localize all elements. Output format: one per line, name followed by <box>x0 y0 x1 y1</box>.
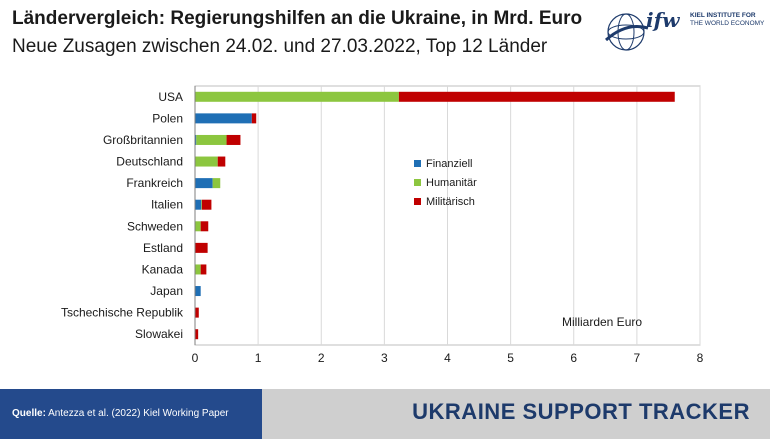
bar-segment <box>195 178 213 189</box>
category-label: Tschechische Republik <box>61 306 184 320</box>
category-label: Frankreich <box>126 176 183 190</box>
x-tick-label: 5 <box>507 351 514 365</box>
bar-segment <box>200 264 207 275</box>
bar-segment <box>195 91 399 102</box>
chart-subtitle: Neue Zusagen zwischen 24.02. und 27.03.2… <box>12 36 548 57</box>
footer-bar: Quelle: Antezza et al. (2022) Kiel Worki… <box>0 389 770 439</box>
bar-segment <box>217 156 226 167</box>
x-tick-label: 1 <box>255 351 262 365</box>
bar-segment <box>251 113 257 124</box>
legend-label: Militärisch <box>426 196 475 208</box>
category-label: Deutschland <box>116 155 183 169</box>
legend-label: Humanitär <box>426 177 477 189</box>
bar-segment <box>200 221 209 232</box>
category-label: Kanada <box>142 262 184 276</box>
bar-segment <box>196 134 227 145</box>
legend-swatch <box>414 160 421 167</box>
x-tick-label: 2 <box>318 351 325 365</box>
bar-segment <box>201 199 202 210</box>
x-tick-label: 6 <box>570 351 577 365</box>
bar-segment <box>195 221 201 232</box>
unit-label: Milliarden Euro <box>562 315 642 329</box>
legend-swatch <box>414 179 421 186</box>
bar-segment <box>212 178 221 189</box>
stacked-bar-chart: 0 1 2 3 4 5 6 7 8 USA Polen Großbritannien Deutschla… <box>61 85 704 365</box>
globe-icon <box>604 13 649 51</box>
logo-line2: THE WORLD ECONOMY <box>690 20 765 27</box>
x-tick-label: 8 <box>697 351 704 365</box>
bar-segment <box>195 199 202 210</box>
bar-segment <box>195 242 208 253</box>
x-tick-label: 0 <box>192 351 199 365</box>
source-note: Quelle: Antezza et al. (2022) Kiel Worki… <box>12 408 229 419</box>
bar-segment <box>195 286 201 297</box>
category-label: Estland <box>143 241 183 255</box>
category-label: Slowakei <box>135 327 183 341</box>
bar-segment <box>195 156 218 167</box>
category-label: Polen <box>152 111 183 125</box>
bar-segment <box>195 134 197 145</box>
footer-source-panel: Quelle: Antezza et al. (2022) Kiel Worki… <box>0 389 262 439</box>
bar-segment <box>195 307 199 318</box>
category-label: Schweden <box>127 219 183 233</box>
bar-segment <box>226 134 241 145</box>
category-label: Großbritannien <box>103 133 183 147</box>
legend-swatch <box>414 198 421 205</box>
category-label: Japan <box>150 284 183 298</box>
logo-mark: ifw <box>646 8 680 32</box>
source-text: Antezza et al. (2022) Kiel Working Paper <box>48 408 229 419</box>
brand-title: UKRAINE SUPPORT TRACKER <box>412 399 750 424</box>
bar-segment <box>195 329 199 340</box>
category-label: Italien <box>151 198 183 212</box>
chart-title: Ländervergleich: Regierungshilfen an die… <box>12 8 583 29</box>
bar-segment <box>195 264 201 275</box>
logo-line1: KIEL INSTITUTE FOR <box>690 12 756 19</box>
category-label: USA <box>158 90 183 104</box>
x-tick-label: 3 <box>381 351 388 365</box>
x-tick-label: 7 <box>634 351 641 365</box>
bar-segment <box>201 199 212 210</box>
legend-label: Finanziell <box>426 158 472 170</box>
source-label: Quelle: <box>12 408 46 419</box>
bar-segment <box>398 91 675 102</box>
x-tick-label: 4 <box>444 351 451 365</box>
bar-segment <box>195 113 252 124</box>
ifw-logo: ifw KIEL INSTITUTE FOR THE WORLD ECONOMY <box>604 6 764 54</box>
